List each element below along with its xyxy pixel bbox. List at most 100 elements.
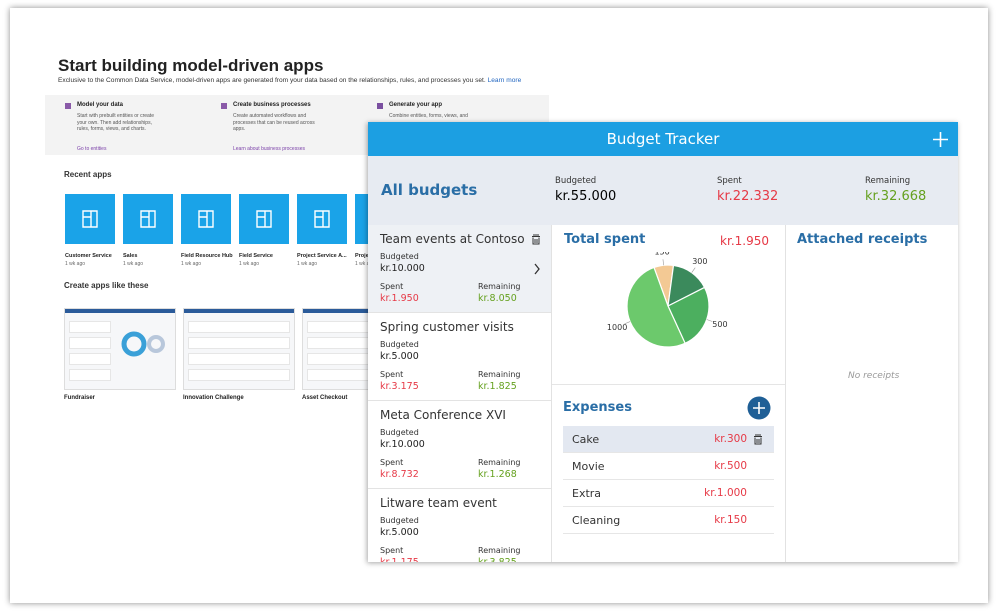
subtitle-text: Exclusive to the Common Data Service, mo… — [58, 77, 486, 84]
remaining-label: Remaining — [478, 546, 521, 555]
summary-band: All budgets Budgeted kr.55.000 Spent kr.… — [368, 156, 958, 225]
step-title: Model your data — [77, 102, 124, 108]
add-budget-button[interactable] — [933, 132, 948, 147]
budgeted-value: kr.5.000 — [380, 527, 419, 538]
template-name: Innovation Challenge — [183, 395, 244, 401]
divider — [552, 384, 785, 385]
learn-more-link[interactable]: Learn more — [487, 77, 522, 84]
budget-item[interactable]: Team events at Contoso Budgeted kr.10.000 S… — [368, 225, 551, 313]
budget-item[interactable]: Spring customer visits Budgeted kr.5.000 Sp… — [368, 313, 551, 401]
template-thumbnail — [183, 308, 295, 390]
app-icon — [198, 210, 214, 228]
leader-line — [624, 321, 631, 325]
thumbnail-row — [188, 353, 290, 365]
expenses-heading: Expenses — [563, 400, 632, 415]
app-tile — [297, 194, 347, 244]
app-title: Budget Tracker — [606, 130, 720, 148]
remaining-value: kr.1.268 — [478, 469, 517, 480]
total-spent-label: Total spent — [564, 232, 646, 247]
budget-item[interactable]: Litware team event Budgeted kr.5.000 Spent k… — [368, 489, 551, 562]
step-icon — [221, 103, 227, 109]
step-description: Combine entities, forms, views, and — [389, 113, 468, 119]
thumbnail-row — [69, 337, 111, 349]
step-description: Create automated workflows and processes… — [233, 113, 315, 132]
template-thumbnail — [64, 308, 176, 390]
leader-line — [706, 319, 713, 322]
thumbnail-header — [303, 309, 413, 313]
divider — [785, 225, 786, 562]
step-description: Start with prebuilt entities or create y… — [77, 113, 154, 132]
app-tile — [181, 194, 231, 244]
step-title: Generate your app — [389, 102, 443, 108]
remaining-value: kr.8.050 — [478, 293, 517, 304]
total-spent-value: kr.1.950 — [720, 234, 769, 248]
delete-expense[interactable] — [752, 433, 764, 445]
app-name: Sales — [123, 253, 138, 259]
remaining-value: kr.3.825 — [478, 557, 517, 562]
slice-label: 1000 — [607, 323, 627, 332]
thumbnail-row — [69, 321, 111, 333]
budget-name: Litware team event — [380, 496, 497, 510]
budget-tracker-app: Budget Tracker All budgets Budgeted kr.5… — [368, 122, 958, 562]
expense-row[interactable]: Cleaning kr.150 — [563, 507, 774, 534]
slice-label: 500 — [712, 320, 727, 329]
app-name: Field Resource Hub — [181, 253, 233, 259]
budget-list: Team events at Contoso Budgeted kr.10.000 S… — [368, 225, 552, 562]
spent-value: kr.8.732 — [380, 469, 419, 480]
recent-apps-heading: Recent apps — [64, 170, 112, 179]
subtitle: Exclusive to the Common Data Service, mo… — [58, 77, 521, 84]
spent-total: kr.22.332 — [717, 189, 779, 204]
spent-label: Spent — [717, 176, 742, 186]
expense-amount: kr.1.000 — [704, 487, 747, 499]
thumbnail-row — [188, 321, 290, 333]
slice-label: 300 — [692, 257, 707, 266]
expense-row[interactable]: Movie kr.500 — [563, 453, 774, 480]
budgeted-label: Budgeted — [380, 340, 419, 349]
expense-amount: kr.300 — [714, 433, 747, 445]
app-age: 1 wk ago — [123, 261, 144, 267]
budgeted-label: Budgeted — [380, 252, 419, 261]
thumbnail-donut — [121, 331, 165, 357]
leader-line — [662, 259, 664, 266]
pie-slice — [667, 286, 710, 345]
no-receipts: No receipts — [848, 371, 900, 381]
expense-name: Cake — [572, 433, 600, 446]
budget-item[interactable]: Meta Conference XVI Budgeted kr.10.000 Spen… — [368, 401, 551, 489]
spent-label: Spent — [380, 458, 404, 467]
budget-name: Meta Conference XVI — [380, 408, 506, 422]
spent-value: kr.3.175 — [380, 381, 419, 392]
spent-value: kr.1.950 — [380, 293, 419, 304]
expense-row[interactable]: Extra kr.1.000 — [563, 480, 774, 507]
app-age: 1 wk ago — [65, 261, 86, 267]
remaining-label: Remaining — [478, 458, 521, 467]
remaining-value: kr.1.825 — [478, 381, 517, 392]
pie-slice — [626, 266, 686, 348]
budgeted-label: Budgeted — [380, 428, 419, 437]
budgeted-value: kr.10.000 — [380, 439, 425, 450]
remaining-label: Remaining — [865, 176, 911, 186]
thumbnail-header — [65, 309, 175, 313]
app-name: Field Service — [239, 253, 273, 259]
receipts-heading: Attached receipts — [797, 232, 928, 247]
templates-heading: Create apps like these — [64, 281, 149, 290]
remaining-label: Remaining — [478, 370, 521, 379]
thumbnail-row — [69, 369, 111, 381]
expense-name: Cleaning — [572, 514, 621, 527]
expense-name: Movie — [572, 460, 605, 473]
thumbnail-row — [188, 369, 290, 381]
step-icon — [377, 103, 383, 109]
app-age: 1 wk ago — [239, 261, 260, 267]
add-expense-button[interactable] — [747, 396, 771, 420]
app-age: 1 wk ago — [181, 261, 202, 267]
app-header: Budget Tracker — [368, 122, 958, 156]
slice-label: 150 — [654, 252, 669, 256]
step-link: Go to entities — [77, 146, 107, 152]
expense-amount: kr.500 — [714, 460, 747, 472]
expense-row[interactable]: Cake kr.300 — [563, 426, 774, 453]
budget-name: Spring customer visits — [380, 320, 514, 334]
template-name: Asset Checkout — [302, 395, 348, 401]
app-icon — [256, 210, 272, 228]
remaining-total: kr.32.668 — [865, 189, 927, 204]
item-actions[interactable] — [530, 233, 542, 293]
